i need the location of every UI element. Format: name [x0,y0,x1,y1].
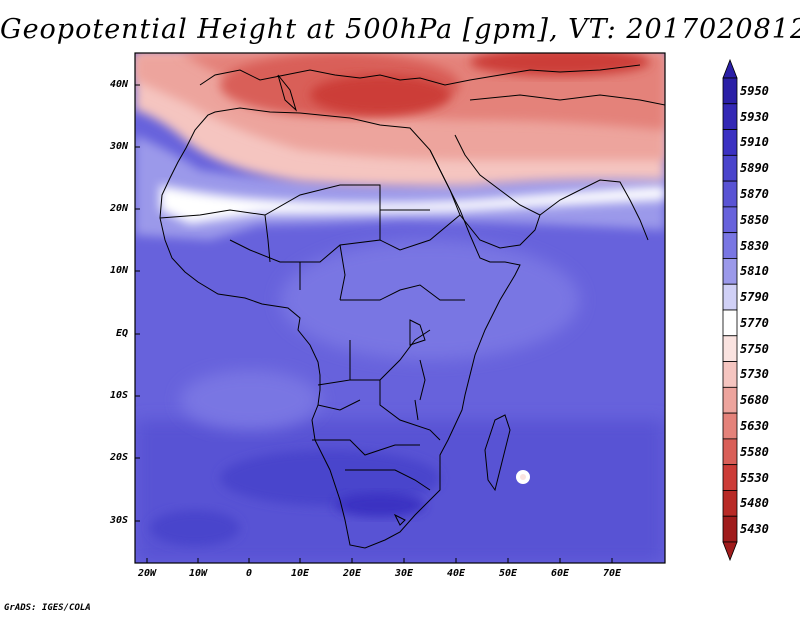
lesotho [393,513,406,526]
lon-label-30e: 30E [394,568,414,579]
colorbar-level-label: 5870 [740,187,769,201]
lat-label-40n: 40N [109,79,128,90]
colorbar-swatch [722,180,738,208]
field-light-west [180,370,320,430]
lat-label-10n: 10N [109,265,128,276]
colorbar-swatch [722,154,738,182]
lon-label-50e: 50E [498,568,518,579]
colorbar-swatch [722,490,738,517]
colorbar-level-label: 5930 [740,109,769,124]
lon-label-70e: 70E [602,568,622,579]
colorbar-swatch [722,438,738,466]
colorbar-swatch [722,129,738,156]
asia-border [469,94,665,106]
central-south-borders [312,284,465,491]
colorbar-level-label: 5910 [740,135,769,150]
field-light-east [280,240,580,360]
colorbar-swatch [722,361,738,388]
colorbar-swatch [722,232,738,259]
colorbar-level-label: 5680 [740,393,769,408]
field-med-core [310,75,450,115]
colorbar-swatch [722,309,738,337]
lat-label-eq: EQ [115,328,128,339]
coastlines [159,64,665,549]
colorbar-level-label: 5530 [740,470,769,485]
europe-coast [199,64,641,86]
chart-title: Geopotential Height at 500hPa [gpm], VT:… [0,14,800,45]
lon-label-10w: 10W [188,568,208,579]
rift-lakes [414,359,426,421]
colorbar-level-label: 5950 [740,83,769,98]
madagascar-coast [484,414,511,492]
colorbar-level-label: 5430 [740,522,769,537]
field-cape-high [335,493,425,517]
colorbar-level-label: 5890 [740,161,769,176]
field-asia-core [470,53,650,76]
colorbar-swatch [722,258,738,285]
plot-frame [134,52,666,564]
lon-label-20e: 20E [342,568,362,579]
footer-credit: GrADS: IGES/COLA [4,603,91,613]
colorbar-arrow-top [722,58,738,79]
lat-label-10s: 10S [109,390,128,401]
colorbar-swatch [722,412,738,440]
colorbar-level-label: 5810 [740,264,769,279]
colorbar-level-label: 5730 [740,367,769,382]
field-atlantic-high [150,510,240,546]
field-south-africa-high [220,450,440,506]
lon-label-0: 0 [245,568,253,579]
colorbar-level-label: 5630 [740,419,769,433]
lat-label-20n: 20N [109,203,128,214]
arabian-sea-coast [539,179,649,241]
west-central-borders [264,209,461,301]
colorbar-swatch [722,386,738,414]
colorbar-level-label: 5750 [740,341,769,356]
colorbar-swatch [722,515,738,543]
colorbar-level-label: 5580 [740,444,769,459]
colorbar-swatch [722,206,738,234]
lon-label-10e: 10E [290,568,310,579]
colorbar-level-label: 5830 [740,238,769,253]
colorbar-level-label: 5480 [740,496,769,511]
colorbar-level-label: 5790 [740,290,769,305]
italy-coast [277,74,297,112]
colorbar-level-label: 5770 [740,315,769,330]
colorbar-swatch [722,77,738,105]
colorbar-swatch [722,283,738,311]
lake-victoria [409,319,426,346]
colorbar-swatch [722,464,738,491]
field-mascarene-core [520,474,526,480]
colorbar-swatch [722,335,738,362]
colorbar-arrow-bottom [722,541,738,562]
colorbar-level-label: 5850 [740,212,769,227]
axis-ticks [135,84,613,563]
sahel-borders [159,184,381,263]
colorbar-swatch [722,103,738,130]
lat-label-30n: 30N [109,141,128,152]
lat-label-30s: 30S [109,515,128,526]
lat-label-20s: 20S [109,452,128,463]
lon-label-60e: 60E [550,568,570,579]
lon-label-20w: 20W [137,568,157,579]
field-white-band [160,185,665,224]
lon-label-40e: 40E [446,568,466,579]
